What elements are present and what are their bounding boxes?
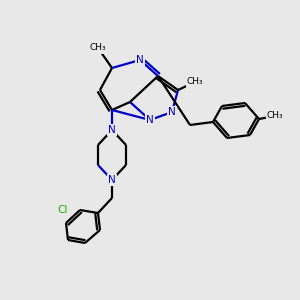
Text: N: N [146,115,154,125]
Text: Cl: Cl [58,205,68,215]
Text: Cl: Cl [58,205,68,215]
Text: CH₃: CH₃ [187,77,203,86]
Text: CH₃: CH₃ [90,44,106,52]
Text: CH₃: CH₃ [267,112,283,121]
Text: N: N [108,175,116,185]
Text: N: N [136,55,144,65]
Text: N: N [168,107,176,117]
Text: N: N [108,125,116,135]
